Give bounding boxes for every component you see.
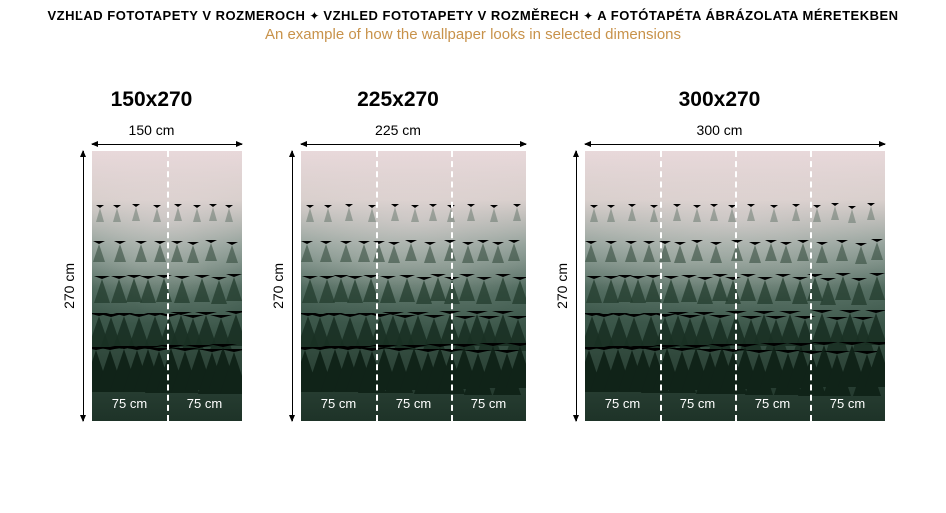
height-column: 270 cm [61, 144, 84, 421]
header: VZHĽAD FOTOTAPETY V ROZMEROCH ✦ VZHLED F… [0, 0, 946, 43]
panel-150x270: 150x270 150 cm 270 cm 75 cm75 cm [61, 88, 242, 421]
panel-title: 225x270 [357, 88, 439, 112]
panel-title: 150x270 [111, 88, 193, 112]
header-text-1: VZHĽAD FOTOTAPETY V ROZMEROCH [47, 8, 305, 23]
wallpaper-preview: 75 cm75 cm75 cm75 cm [585, 151, 885, 421]
image-column: 75 cm75 cm75 cm [301, 144, 526, 421]
height-column: 270 cm [554, 144, 577, 421]
layout-row: 270 cm75 cm75 cm75 cm75 cm [554, 144, 885, 421]
sparkle-icon: ✦ [583, 9, 593, 23]
horizontal-arrow-icon [301, 144, 526, 145]
segment-label: 75 cm [810, 396, 885, 411]
horizontal-arrow-icon [92, 144, 242, 145]
image-column: 75 cm75 cm [92, 144, 242, 421]
segment-labels: 75 cm75 cm75 cm75 cm [585, 396, 885, 411]
height-label: 270 cm [554, 263, 570, 309]
layout-row: 270 cm75 cm75 cm75 cm [270, 144, 526, 421]
wallpaper-preview: 75 cm75 cm75 cm [301, 151, 526, 421]
width-label: 300 cm [697, 122, 743, 138]
vertical-arrow-icon [83, 151, 84, 421]
segment-label: 75 cm [585, 396, 660, 411]
image-column: 75 cm75 cm75 cm75 cm [585, 144, 885, 421]
segment-label: 75 cm [735, 396, 810, 411]
segment-label: 75 cm [92, 396, 167, 411]
segment-labels: 75 cm75 cm [92, 396, 242, 411]
header-subtitle: An example of how the wallpaper looks in… [0, 26, 946, 43]
segment-divider [660, 151, 662, 421]
panels-container: 150x270150 cm270 cm75 cm75 cm225x270225 … [0, 88, 946, 421]
height-column: 270 cm [270, 144, 293, 421]
segment-label: 75 cm [660, 396, 735, 411]
panel-title: 300x270 [679, 88, 761, 112]
layout-row: 270 cm 75 cm75 cm [61, 144, 242, 421]
width-label: 225 cm [375, 122, 421, 138]
segment-label: 75 cm [376, 396, 451, 411]
header-top-row: VZHĽAD FOTOTAPETY V ROZMEROCH ✦ VZHLED F… [0, 8, 946, 23]
vertical-arrow-icon [292, 151, 293, 421]
sparkle-icon: ✦ [309, 9, 319, 23]
segment-divider [376, 151, 378, 421]
segment-label: 75 cm [451, 396, 526, 411]
header-text-2: VZHLED FOTOTAPETY V ROZMĚRECH [323, 8, 579, 23]
header-text-3: A FOTÓTAPÉTA ÁBRÁZOLATA MÉRETEKBEN [597, 8, 898, 23]
width-label: 150 cm [129, 122, 175, 138]
panel-225x270: 225x270225 cm270 cm75 cm75 cm75 cm [270, 88, 526, 421]
height-label: 270 cm [270, 263, 286, 309]
segment-divider [735, 151, 737, 421]
segment-divider [167, 151, 169, 421]
panel-300x270: 300x270300 cm270 cm75 cm75 cm75 cm75 cm [554, 88, 885, 421]
segment-label: 75 cm [301, 396, 376, 411]
horizontal-arrow-icon [585, 144, 885, 145]
wallpaper-preview: 75 cm75 cm [92, 151, 242, 421]
segment-divider [810, 151, 812, 421]
height-label: 270 cm [61, 263, 77, 309]
vertical-arrow-icon [576, 151, 577, 421]
segment-divider [451, 151, 453, 421]
segment-labels: 75 cm75 cm75 cm [301, 396, 526, 411]
segment-label: 75 cm [167, 396, 242, 411]
